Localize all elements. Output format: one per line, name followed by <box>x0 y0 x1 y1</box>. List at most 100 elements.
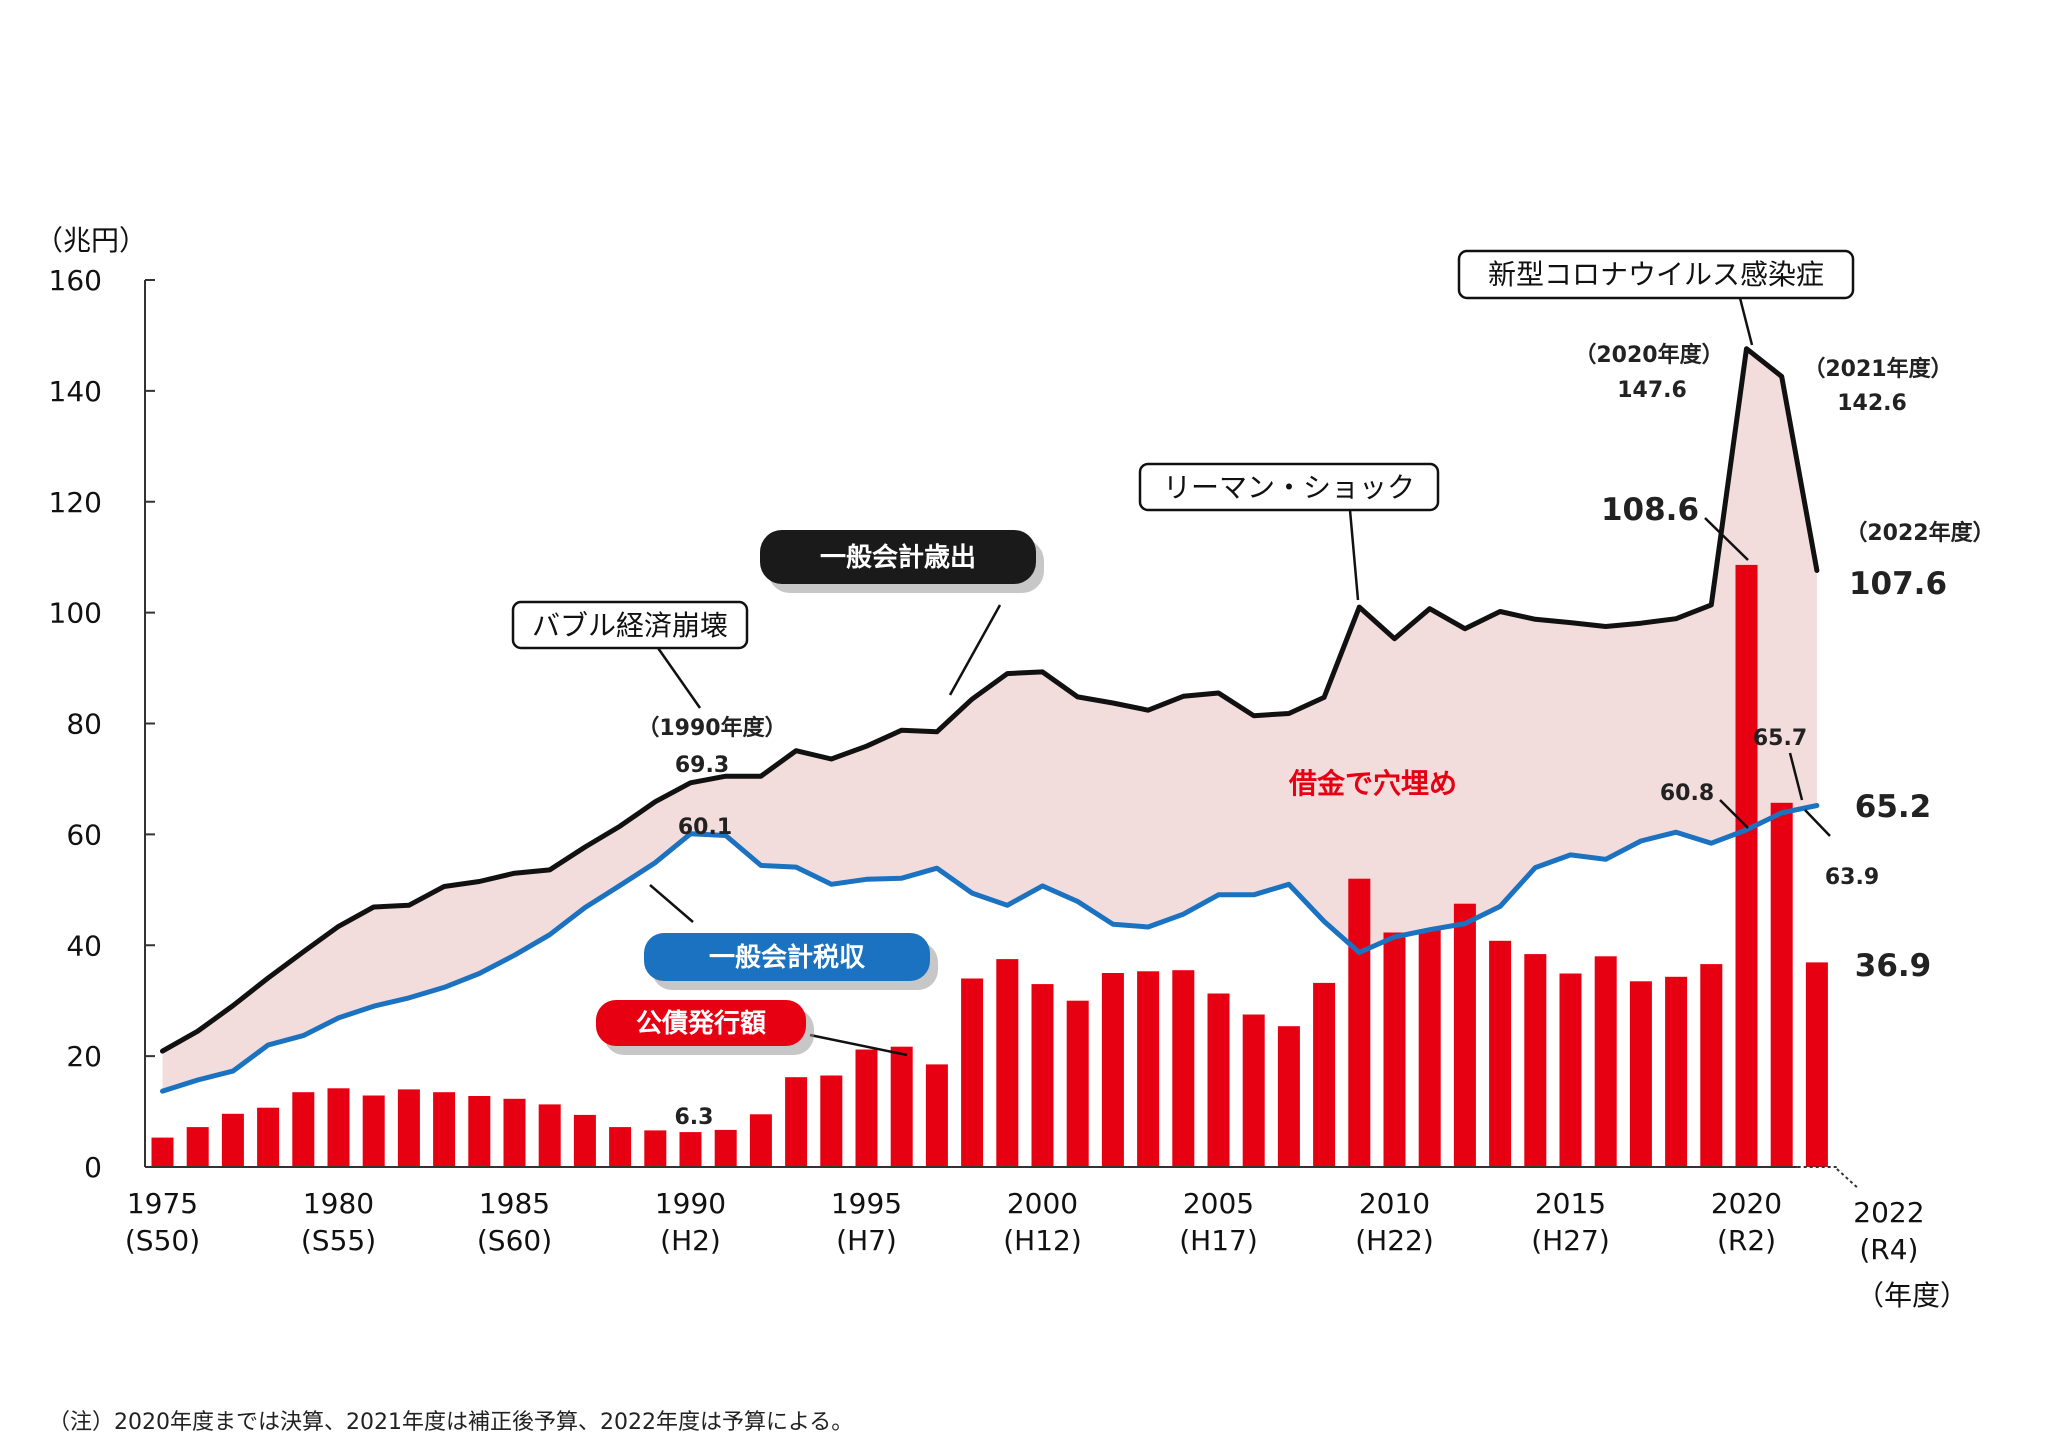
bar-bond-2015 <box>1559 973 1582 1167</box>
bar-bond-1999 <box>996 959 1019 1167</box>
bar-bond-2005 <box>1207 993 1230 1167</box>
bar-bond-2008 <box>1313 982 1336 1167</box>
bar-bond-1988 <box>609 1127 632 1167</box>
fill-area-label: 借金で穴埋め <box>1288 767 1457 800</box>
y-tick-label-40: 40 <box>66 929 102 962</box>
y-tick-label-160: 160 <box>49 264 102 297</box>
ann-2020-tax: 60.8 <box>1660 781 1714 806</box>
x-tick-era-2005: (H17) <box>1179 1224 1258 1257</box>
y-tick-label-80: 80 <box>66 708 102 741</box>
bar-bond-2001 <box>1066 1000 1089 1167</box>
bar-bond-2016 <box>1594 956 1617 1167</box>
bar-bond-2000 <box>1031 984 1054 1167</box>
y-tick-label-120: 120 <box>49 486 102 519</box>
x-tick-label-2020: 2020 <box>1711 1187 1782 1220</box>
bar-bond-2012 <box>1453 903 1476 1167</box>
bar-bond-1978 <box>257 1107 280 1167</box>
bar-bond-2021 <box>1770 802 1793 1167</box>
y-tick-label-100: 100 <box>49 597 102 630</box>
x-tick-label-2005: 2005 <box>1183 1187 1254 1220</box>
ann-1990-expenditure: 69.3 <box>675 753 729 778</box>
callout-covid: 新型コロナウイルス感染症 <box>1457 249 1855 300</box>
bar-bond-2010 <box>1383 932 1406 1167</box>
ann-2021-bond: 65.7 <box>1753 726 1807 751</box>
bar-bond-2017 <box>1629 981 1652 1167</box>
x-tick-label-2010: 2010 <box>1359 1187 1430 1220</box>
ann-1990-bond: 6.3 <box>675 1105 714 1130</box>
pill-expenditure-text: 一般会計歳出 <box>820 542 976 573</box>
bar-bond-2003 <box>1137 971 1160 1167</box>
callout-lehman-text: リーマン・ショック <box>1163 471 1415 504</box>
ann-2021-tax: 63.9 <box>1825 865 1879 890</box>
pill-bond-text: 公債発行額 <box>636 1008 766 1039</box>
bar-bond-1994 <box>820 1075 843 1167</box>
leader-lines <box>649 297 1831 1057</box>
bar-bond-1997 <box>925 1064 948 1167</box>
x-tick-era-2020: (R2) <box>1717 1224 1776 1257</box>
fill-area-borrowing <box>162 348 1817 1092</box>
bar-bond-2019 <box>1700 964 1723 1167</box>
callout-covid-text: 新型コロナウイルス感染症 <box>1488 258 1824 291</box>
x-tick-era-2015: (H27) <box>1531 1224 1610 1257</box>
ann-2022-bond: 36.9 <box>1855 948 1932 984</box>
bar-bond-1989 <box>644 1130 667 1167</box>
ann-2020-bond: 108.6 <box>1601 492 1699 528</box>
line-layer <box>160 346 1820 1094</box>
bar-bond-2007 <box>1277 1026 1300 1167</box>
ann-2022-expenditure: 107.6 <box>1849 566 1947 602</box>
ann-1990-tax: 60.1 <box>678 815 732 840</box>
bar-bond-1993 <box>785 1077 808 1167</box>
x-tick-label-2000: 2000 <box>1007 1187 1078 1220</box>
bar-bond-1984 <box>468 1096 491 1167</box>
bar-bond-1987 <box>573 1114 596 1167</box>
x-tick-era-2010: (H22) <box>1355 1224 1434 1257</box>
bar-bond-1979 <box>292 1092 315 1167</box>
ann-2021-year: （2021年度） <box>1803 356 1952 382</box>
bar-bond-1975 <box>151 1137 174 1167</box>
bar-bond-1980 <box>327 1088 350 1167</box>
bar-bond-1992 <box>749 1114 772 1167</box>
bar-bond-2009 <box>1348 878 1371 1167</box>
bar-bond-2002 <box>1101 973 1124 1167</box>
bar-bond-1983 <box>433 1092 456 1167</box>
y-tick-label-0: 0 <box>84 1151 102 1184</box>
bar-bond-1991 <box>714 1129 737 1167</box>
x-tick-era-1995: (H7) <box>836 1224 897 1257</box>
bar-bond-2014 <box>1524 954 1547 1167</box>
line-expenditure <box>160 346 1820 1054</box>
ann-2021-expenditure: 142.6 <box>1837 391 1907 416</box>
y-axis-unit-label: （兆円） <box>35 224 147 257</box>
pill-bond: 公債発行額 <box>596 1000 814 1055</box>
x-tick-label-1975: 1975 <box>127 1187 198 1220</box>
bar-bond-1990 <box>679 1132 702 1167</box>
x-tick-era-2000: (H12) <box>1003 1224 1082 1257</box>
x-tick-era-2022: (R4) <box>1859 1233 1918 1266</box>
bar-bond-2018 <box>1665 976 1688 1167</box>
y-tick-label-140: 140 <box>49 375 102 408</box>
x-axis-2022-leader <box>1836 1168 1860 1190</box>
x-tick-label-2022: 2022 <box>1853 1196 1924 1229</box>
x-tick-label-2015: 2015 <box>1535 1187 1606 1220</box>
ann-2022-tax: 65.2 <box>1855 789 1932 825</box>
bar-bond-1985 <box>503 1098 526 1167</box>
bar-bond-2022 <box>1805 962 1828 1167</box>
bar-bond-2011 <box>1418 929 1441 1167</box>
x-tick-era-1980: (S55) <box>301 1224 376 1257</box>
value-annotations: （1990年度） 69.3 60.1 6.3 （2020年度） 147.6 10… <box>637 342 1994 1130</box>
fill-area-layer <box>162 348 1817 1092</box>
bar-bond-1986 <box>538 1104 561 1167</box>
bar-bond-1977 <box>221 1113 244 1167</box>
ann-2020-year: （2020年度） <box>1574 342 1723 368</box>
y-tick-label-20: 20 <box>66 1040 102 1073</box>
y-tick-label-60: 60 <box>66 818 102 851</box>
pill-tax: 一般会計税収 <box>644 933 938 990</box>
ann-1990-year: （1990年度） <box>637 715 786 741</box>
ann-2022-year: （2022年度） <box>1845 520 1994 546</box>
bar-bond-2020 <box>1735 564 1758 1167</box>
bar-bond-1982 <box>397 1089 420 1167</box>
pill-expenditure: 一般会計歳出 <box>760 530 1044 593</box>
x-tick-label-1980: 1980 <box>303 1187 374 1220</box>
pill-tax-text: 一般会計税収 <box>709 942 866 973</box>
bar-bond-1998 <box>961 978 984 1167</box>
